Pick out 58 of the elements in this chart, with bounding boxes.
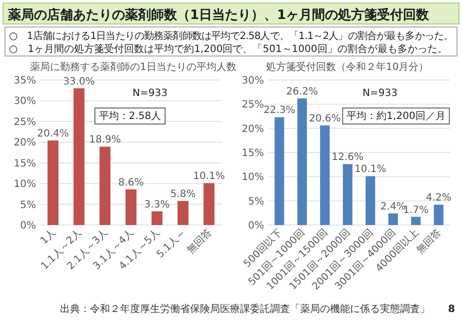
bar	[100, 146, 110, 225]
bar	[366, 176, 376, 225]
annotation: 平均：約1,200回／月	[346, 110, 446, 122]
data-label: 26.2%	[286, 86, 318, 98]
data-label: 4.2%	[426, 192, 452, 204]
data-label: 18.9%	[89, 134, 121, 146]
y-tick-label: 20%	[14, 138, 36, 149]
y-tick-label: 25%	[14, 116, 36, 128]
bar	[388, 213, 398, 225]
y-tick-label: 5%	[20, 200, 36, 211]
bar	[320, 125, 330, 225]
y-tick-label: 25%	[242, 100, 264, 111]
y-tick-label: 30%	[14, 96, 36, 108]
bar	[434, 204, 444, 225]
bar	[411, 216, 421, 225]
chart-title: 薬局に勤務する薬剤師の1日当たりの平均人数	[30, 61, 236, 73]
data-label: 33.0%	[63, 76, 95, 88]
bar	[152, 211, 162, 225]
bar	[48, 140, 58, 225]
text: ○ 1店舗における1日当たりの勤務薬剤師数は平均で2.58人で、「1.1～2人」の割合が最も多かった。	[9, 30, 454, 42]
data-label: 2.4%	[380, 201, 406, 212]
data-label: 3.3%	[144, 199, 170, 210]
annotation: N=933	[362, 88, 398, 99]
x-tick-label: 無回答	[184, 226, 214, 256]
data-label: 22.3%	[263, 105, 296, 116]
y-tick-label: 15%	[242, 148, 264, 159]
source-note: 出典：令和２年度厚生労働省保険局医療課委託調査「薬局の機能に係る実態調査」	[60, 303, 430, 315]
data-label: 8.6%	[118, 177, 144, 188]
bar	[126, 189, 136, 225]
bar	[204, 183, 214, 225]
annotation: N=933	[132, 88, 168, 99]
y-tick-label: 10%	[14, 179, 36, 190]
data-label: 10.1%	[354, 164, 386, 176]
bar	[74, 88, 84, 225]
y-tick-label: 15%	[14, 158, 36, 170]
chart-title: 処方箋受付回数（令和２年10月分）	[266, 61, 429, 73]
bar	[342, 164, 352, 225]
x-tick-label: 1人	[38, 227, 58, 247]
annotation: 平均：2.58人	[98, 110, 162, 122]
bar	[297, 98, 307, 225]
text: 8	[448, 304, 456, 315]
data-label: 20.6%	[308, 113, 341, 124]
data-label: 20.4%	[37, 128, 69, 140]
y-tick-label: 0%	[248, 220, 264, 232]
text: ○ 1ヶ月間の処方箋受付回数は平均で約1,200回で、「501～1000回」の割合が最も多かった。	[9, 43, 448, 55]
data-label: 1.7%	[403, 204, 429, 216]
y-tick-label: 20%	[242, 124, 264, 135]
text: 薬局の店舗あたりの薬剤師数（1日当たり）、1ヶ月間の処方箋受付回数	[7, 7, 430, 23]
data-label: 12.6%	[332, 152, 364, 164]
y-tick-label: 30%	[242, 76, 264, 86]
bar	[274, 117, 284, 225]
data-label: 10.1%	[193, 171, 225, 182]
bar	[178, 200, 188, 225]
y-tick-label: 10%	[242, 172, 264, 184]
data-label: 5.8%	[170, 188, 196, 200]
y-tick-label: 0%	[20, 220, 36, 232]
y-tick-label: 5%	[248, 196, 264, 208]
y-tick-label: 35%	[14, 76, 36, 86]
